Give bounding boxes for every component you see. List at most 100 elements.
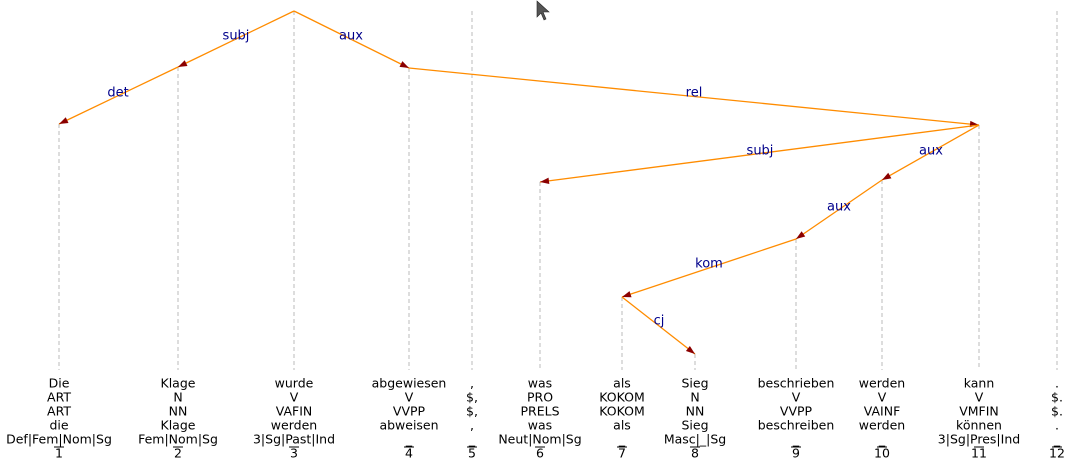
arc-aux-11-10 [881, 124, 980, 181]
token-pos: NN [686, 404, 705, 419]
token-pos: KOKOM [599, 404, 645, 419]
token-lemma: . [1055, 418, 1059, 433]
mouse-cursor-icon [536, 0, 550, 21]
arrowhead-icon [685, 345, 695, 354]
token-morph: _ [792, 432, 800, 447]
arc-labels: subj aux det rel subj aux aux kom cj [107, 29, 943, 329]
token-pos: NN [169, 404, 188, 419]
token-morph: _ [468, 432, 476, 447]
token-form: Die [49, 376, 70, 391]
token-lemma: Klage [161, 418, 196, 433]
arc-label-cj: cj [654, 314, 665, 329]
token-index: 6 [536, 446, 544, 461]
arrowhead-icon [59, 117, 69, 124]
token-cpos: N [690, 390, 699, 405]
arrowhead-icon [622, 291, 632, 298]
token-lemma: Sieg [681, 418, 708, 433]
token-lemma: beschreiben [758, 418, 835, 433]
token-cpos: ART [47, 390, 71, 405]
arc-subj-3-2 [177, 10, 295, 68]
token-morph: Masc|_|Sg [664, 432, 726, 447]
token-cpos: $, [466, 390, 478, 405]
token-morph: Neut|Nom|Sg [498, 432, 581, 447]
arc-label-aux: aux [827, 200, 851, 215]
token-lemma: abweisen [379, 418, 438, 433]
token-morph: Def|Fem|Nom|Sg [6, 432, 112, 447]
token-form: abgewiesen [372, 376, 447, 391]
token-pos: VAINF [864, 404, 901, 419]
token-columns: DieARTARTdieDef|Fem|Nom|Sg1KlageNNNKlage… [6, 376, 1065, 461]
token-form: werden [859, 376, 905, 391]
token-pos: $. [1051, 404, 1063, 419]
token-form: Sieg [681, 376, 708, 391]
token-column-5: ,$,$,,_5 [466, 376, 478, 461]
arrowhead-icon [178, 60, 188, 67]
token-index: 10 [874, 446, 890, 461]
token-index: 7 [618, 446, 626, 461]
token-form: Klage [161, 376, 196, 391]
token-pos: VVPP [780, 404, 813, 419]
arc-label-aux: aux [339, 29, 363, 44]
guide-lines [58, 11, 1058, 370]
arrowhead-icon [882, 172, 892, 180]
token-cpos: V [878, 390, 887, 405]
token-morph: 3|Sg|Past|Ind [253, 432, 335, 447]
token-pos: VMFIN [959, 404, 999, 419]
token-form: was [528, 376, 552, 391]
arc-label-subj: subj [223, 29, 250, 44]
arc-label-det: det [107, 86, 128, 101]
token-index: 2 [174, 446, 182, 461]
token-lemma: können [956, 418, 1002, 433]
token-pos: VAFIN [276, 404, 313, 419]
token-form: als [613, 376, 631, 391]
token-index: 5 [468, 446, 476, 461]
token-index: 4 [405, 446, 413, 461]
token-form: wurde [275, 376, 314, 391]
arc-det-2-1 [58, 66, 179, 125]
arc-cj-7-8 [621, 296, 696, 355]
token-cpos: $. [1051, 390, 1063, 405]
token-morph: _ [405, 432, 413, 447]
arrowhead-icon [796, 231, 806, 239]
dependency-arcs [58, 10, 980, 355]
token-lemma: die [49, 418, 68, 433]
arc-aux-3-4 [293, 10, 410, 69]
token-lemma: , [470, 418, 474, 433]
arc-label-rel: rel [686, 86, 703, 101]
token-index: 1 [55, 446, 63, 461]
arrowhead-icon [540, 177, 550, 185]
arc-label-aux: aux [919, 144, 943, 159]
token-cpos: N [173, 390, 182, 405]
token-morph: _ [618, 432, 626, 447]
token-cpos: V [975, 390, 984, 405]
token-form: . [1055, 376, 1059, 391]
token-index: 3 [290, 446, 298, 461]
token-column-12: .$.$.._12 [1049, 376, 1065, 461]
token-index: 9 [792, 446, 800, 461]
arc-label-kom: kom [695, 257, 723, 272]
arc-label-subj: subj [747, 144, 774, 159]
arc-subj-11-6 [539, 124, 980, 183]
arrowhead-icon [399, 61, 409, 68]
token-lemma: werden [859, 418, 905, 433]
token-index: 11 [971, 446, 987, 461]
token-pos: PRELS [520, 404, 559, 419]
token-form: beschrieben [758, 376, 835, 391]
token-cpos: V [405, 390, 414, 405]
token-pos: $, [466, 404, 478, 419]
arc-kom-9-7 [621, 238, 797, 298]
token-pos: VVPP [393, 404, 426, 419]
arc-aux-10-9 [795, 179, 883, 240]
token-form: kann [964, 376, 995, 391]
token-morph: Fem|Nom|Sg [138, 432, 218, 447]
token-lemma: werden [271, 418, 317, 433]
token-lemma: als [613, 418, 631, 433]
